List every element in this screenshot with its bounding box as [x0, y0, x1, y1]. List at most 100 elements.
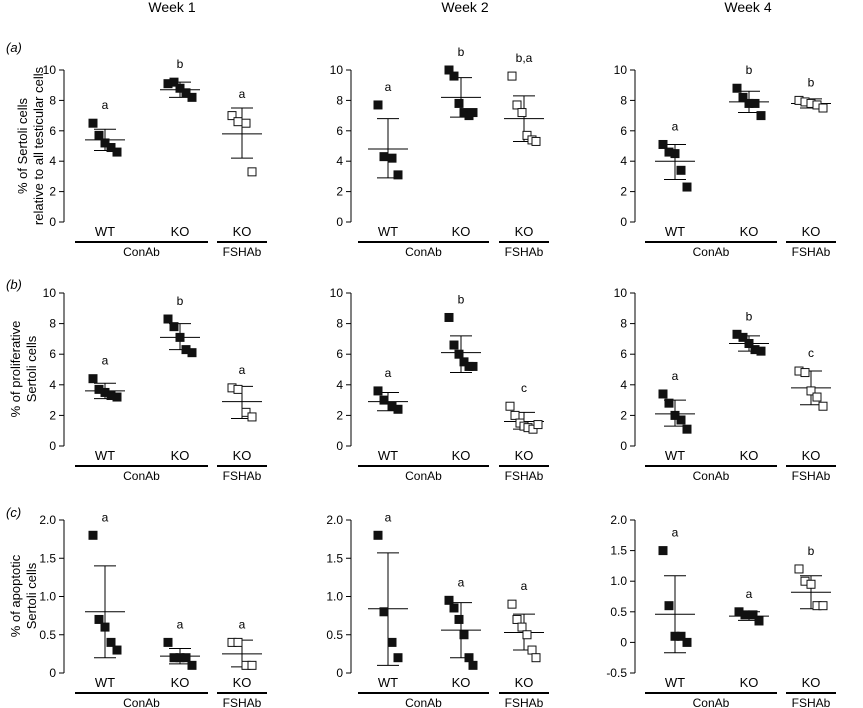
- significance-letter: a: [102, 354, 109, 368]
- significance-letter: a: [239, 87, 246, 101]
- data-point: [800, 368, 810, 378]
- column-title-week-2: Week 2: [441, 0, 488, 15]
- x-group-label: KO: [452, 448, 471, 463]
- y-tick-label: 2: [49, 185, 56, 199]
- y-tick-label: 0: [49, 215, 56, 229]
- y-tick-label: 4: [620, 378, 627, 392]
- data-point: [373, 386, 383, 396]
- data-point: [459, 357, 469, 367]
- data-point: [676, 415, 686, 425]
- data-point: [187, 92, 197, 102]
- data-point: [233, 637, 243, 647]
- treatment-label-fshab: FSHAb: [223, 696, 262, 708]
- data-point: [163, 637, 173, 647]
- y-tick-label: 6: [336, 124, 343, 138]
- data-point: [517, 108, 527, 118]
- treatment-label-conab: ConAb: [693, 245, 730, 259]
- y-tick-label: 10: [330, 286, 344, 300]
- x-group-label: WT: [665, 448, 685, 463]
- y-tick-label: 2: [620, 185, 627, 199]
- x-group-label: WT: [95, 224, 115, 239]
- y-tick-label: 4: [620, 154, 627, 168]
- y-tick-label: 1.0: [610, 574, 627, 588]
- data-point: [227, 111, 237, 121]
- data-point: [527, 645, 537, 655]
- y-tick-label: 2: [336, 408, 343, 422]
- data-point: [88, 374, 98, 384]
- group-3: b KO: [791, 544, 831, 690]
- row-label-a: (a): [6, 40, 22, 55]
- data-point: [169, 322, 179, 332]
- treatment-label-conab: ConAb: [123, 245, 160, 259]
- y-tick-label: 8: [49, 317, 56, 331]
- data-point: [738, 332, 748, 342]
- data-point: [163, 314, 173, 324]
- data-point: [454, 614, 464, 624]
- data-point: [670, 149, 680, 159]
- data-point: [175, 332, 185, 342]
- treatment-label-conab: ConAb: [693, 696, 730, 708]
- x-group-label: KO: [452, 224, 471, 239]
- data-point: [522, 130, 532, 140]
- data-point: [507, 71, 517, 81]
- data-point: [468, 361, 478, 371]
- data-point: [806, 579, 816, 589]
- data-point: [756, 111, 766, 121]
- y-tick-label: 0.5: [326, 628, 343, 642]
- panel-4: 0 2 4 6 8 10 a WT b KO a KO ConAb FSHAb: [43, 286, 267, 483]
- x-group-label: WT: [95, 675, 115, 690]
- ylabel-a-line-1: % of Sertoli cells: [15, 97, 30, 194]
- data-point: [387, 637, 397, 647]
- data-point: [449, 71, 459, 81]
- data-point: [233, 117, 243, 127]
- data-point: [528, 424, 538, 434]
- treatment-label-fshab: FSHAb: [223, 245, 262, 259]
- y-tick-label: 0: [620, 635, 627, 649]
- significance-letter: a: [239, 363, 246, 377]
- group-2: b KO: [441, 45, 481, 239]
- data-point: [676, 165, 686, 175]
- data-point: [449, 603, 459, 613]
- y-tick-label: 8: [336, 93, 343, 107]
- y-tick-label: 2: [336, 185, 343, 199]
- data-point: [740, 610, 750, 620]
- significance-letter: c: [521, 381, 527, 395]
- y-tick-label: 0: [336, 666, 343, 680]
- ylabel-a-line-2: relative to all testicular cells: [31, 66, 46, 225]
- data-point: [444, 65, 454, 75]
- y-tick-label: 6: [620, 124, 627, 138]
- x-group-label: KO: [740, 448, 759, 463]
- y-tick-label: 10: [614, 63, 628, 77]
- significance-letter: b,a: [516, 51, 533, 65]
- data-point: [175, 83, 185, 93]
- group-2: b KO: [729, 63, 769, 239]
- data-point: [818, 601, 828, 611]
- x-group-label: WT: [95, 448, 115, 463]
- group-1: a WT: [655, 119, 695, 239]
- significance-letter: b: [746, 63, 753, 77]
- y-tick-label: 4: [336, 378, 343, 392]
- group-1: a WT: [368, 366, 408, 463]
- data-point: [106, 143, 116, 153]
- y-tick-label: 2.0: [39, 513, 56, 527]
- group-3: c KO: [504, 381, 544, 463]
- y-tick-label: 6: [336, 347, 343, 361]
- y-tick-label: 8: [336, 317, 343, 331]
- significance-letter: b: [458, 292, 465, 306]
- data-point: [454, 349, 464, 359]
- x-group-label: WT: [378, 448, 398, 463]
- y-tick-label: 10: [43, 286, 57, 300]
- y-tick-label: 8: [620, 93, 627, 107]
- y-tick-label: 0: [49, 666, 56, 680]
- group-1: a WT: [655, 526, 695, 690]
- significance-letter: b: [746, 309, 753, 323]
- panel-1: 0 2 4 6 8 10 a WT b KO a KO ConAb FSHAb: [43, 57, 267, 259]
- group-1: a WT: [368, 80, 408, 239]
- x-group-label: KO: [233, 675, 252, 690]
- data-point: [387, 153, 397, 163]
- data-point: [181, 88, 191, 98]
- y-tick-label: 0: [620, 439, 627, 453]
- y-tick-label: 8: [49, 93, 56, 107]
- x-group-label: KO: [515, 224, 534, 239]
- significance-letter: c: [808, 346, 814, 360]
